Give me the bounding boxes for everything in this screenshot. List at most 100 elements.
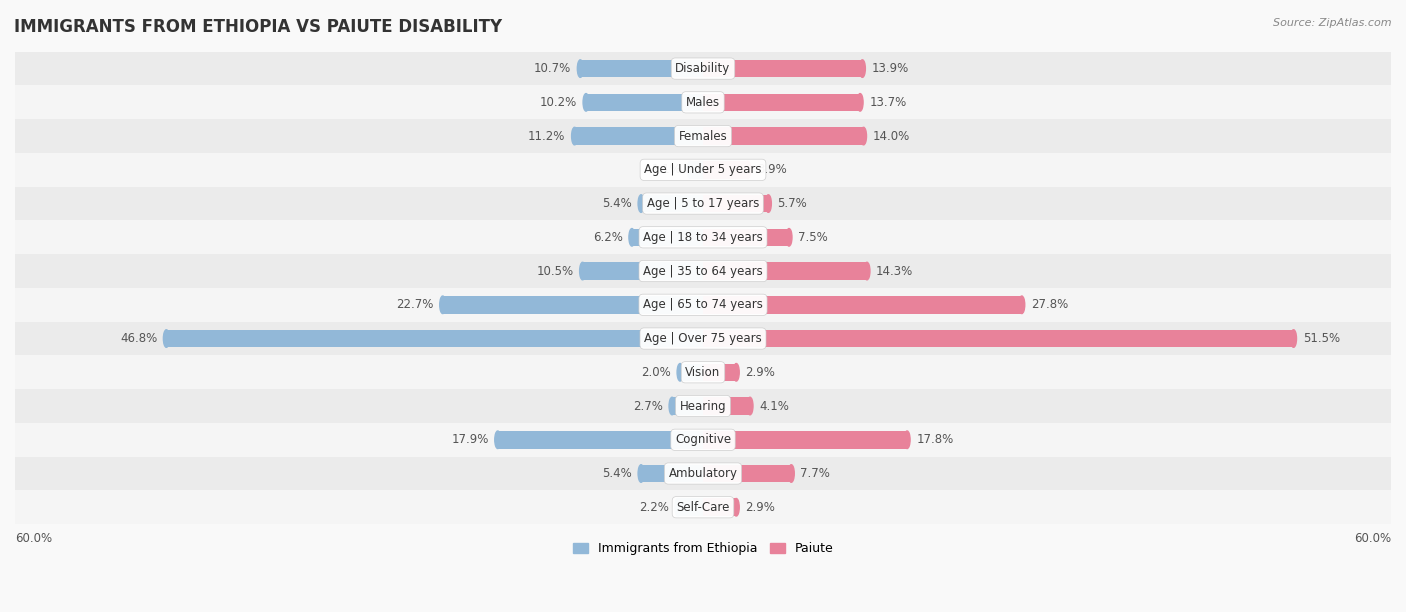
Circle shape [688,161,693,179]
Bar [672,397,703,415]
Bar [681,364,703,381]
Bar [703,364,737,381]
Circle shape [579,263,585,280]
Circle shape [865,263,870,280]
Bar [15,356,1391,389]
Bar [703,465,792,482]
Circle shape [765,195,772,212]
Text: 10.5%: 10.5% [536,264,574,278]
Circle shape [734,498,740,516]
Text: Age | 65 to 74 years: Age | 65 to 74 years [643,298,763,312]
Text: Females: Females [679,130,727,143]
Bar [15,220,1391,254]
Circle shape [678,364,683,381]
Bar [703,94,860,111]
Bar [15,254,1391,288]
Bar [631,228,703,246]
Circle shape [859,60,865,77]
Text: Males: Males [686,96,720,109]
Bar [690,161,703,179]
Text: 17.8%: 17.8% [917,433,953,446]
Bar [15,86,1391,119]
Circle shape [578,60,583,77]
Bar [15,119,1391,153]
Text: 1.1%: 1.1% [651,163,682,176]
Bar [15,423,1391,457]
Text: 10.2%: 10.2% [540,96,576,109]
Text: Cognitive: Cognitive [675,433,731,446]
Bar [703,60,862,77]
Bar [15,153,1391,187]
Text: Disability: Disability [675,62,731,75]
Bar [703,228,789,246]
Text: 14.0%: 14.0% [873,130,910,143]
Text: 13.9%: 13.9% [872,62,908,75]
Bar [15,52,1391,86]
Text: 3.9%: 3.9% [756,163,786,176]
Circle shape [628,228,636,246]
Text: 6.2%: 6.2% [593,231,623,244]
Circle shape [789,465,794,482]
Bar [582,263,703,280]
Circle shape [747,397,754,415]
Text: 7.5%: 7.5% [799,231,828,244]
Bar [586,94,703,111]
Text: Age | Under 5 years: Age | Under 5 years [644,163,762,176]
Text: Age | 18 to 34 years: Age | 18 to 34 years [643,231,763,244]
Text: Self-Care: Self-Care [676,501,730,513]
Circle shape [734,364,740,381]
Bar [703,431,907,449]
Text: 5.4%: 5.4% [602,197,631,210]
Bar [575,127,703,145]
Bar [703,195,768,212]
Text: Age | Over 75 years: Age | Over 75 years [644,332,762,345]
Bar [641,465,703,482]
Circle shape [904,431,910,449]
Text: 5.7%: 5.7% [778,197,807,210]
Text: 14.3%: 14.3% [876,264,914,278]
Text: 5.4%: 5.4% [602,467,631,480]
Circle shape [583,94,589,111]
Circle shape [638,465,644,482]
Text: Age | 35 to 64 years: Age | 35 to 64 years [643,264,763,278]
Text: 13.7%: 13.7% [869,96,907,109]
Text: 60.0%: 60.0% [1354,532,1391,545]
Circle shape [745,161,751,179]
Bar [703,397,749,415]
Bar [581,60,703,77]
Text: 4.1%: 4.1% [759,400,789,412]
Circle shape [440,296,446,313]
Text: Hearing: Hearing [679,400,727,412]
Circle shape [1019,296,1025,313]
Circle shape [669,397,675,415]
Legend: Immigrants from Ethiopia, Paiute: Immigrants from Ethiopia, Paiute [568,537,838,561]
Text: Age | 5 to 17 years: Age | 5 to 17 years [647,197,759,210]
Circle shape [1291,330,1296,347]
Text: 51.5%: 51.5% [1303,332,1340,345]
Text: IMMIGRANTS FROM ETHIOPIA VS PAIUTE DISABILITY: IMMIGRANTS FROM ETHIOPIA VS PAIUTE DISAB… [14,18,502,36]
Circle shape [638,195,644,212]
Bar [15,389,1391,423]
Circle shape [858,94,863,111]
Bar [166,330,703,347]
Bar [703,330,1294,347]
Bar [703,161,748,179]
Text: 2.9%: 2.9% [745,501,775,513]
Bar [703,498,737,516]
Text: 2.2%: 2.2% [638,501,669,513]
Text: 46.8%: 46.8% [120,332,157,345]
Text: 2.9%: 2.9% [745,366,775,379]
Circle shape [786,228,792,246]
Circle shape [572,127,578,145]
Circle shape [860,127,866,145]
Bar [15,187,1391,220]
Text: 17.9%: 17.9% [451,433,488,446]
Bar [703,296,1022,313]
Text: 27.8%: 27.8% [1031,298,1069,312]
Bar [678,498,703,516]
Text: 11.2%: 11.2% [529,130,565,143]
Bar [15,457,1391,490]
Text: 60.0%: 60.0% [15,532,52,545]
Bar [703,263,868,280]
Bar [15,322,1391,356]
